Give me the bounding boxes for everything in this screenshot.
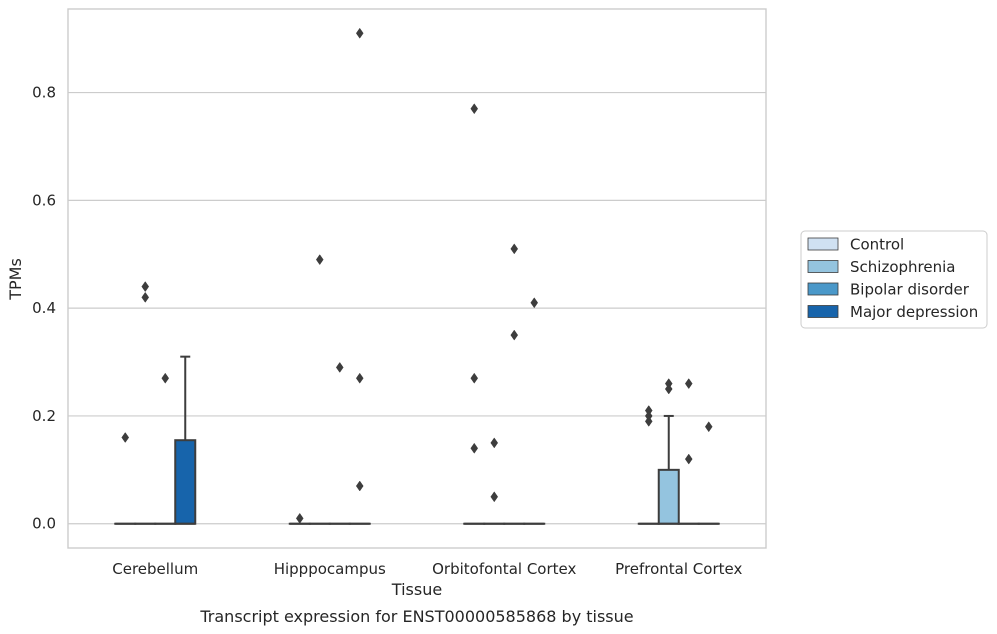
box-group xyxy=(463,103,486,525)
gridlines xyxy=(68,91,766,525)
x-tick-label: Orbitofontal Cortex xyxy=(432,560,576,578)
legend-label: Major depression xyxy=(850,303,978,321)
box-group xyxy=(154,372,177,525)
box-plot-series xyxy=(114,27,720,525)
legend-label: Bipolar disorder xyxy=(850,281,970,299)
legend-entries: Control Schizophrenia Bipolar disorder Majo… xyxy=(807,236,978,321)
outlier-point xyxy=(141,281,150,293)
plot-area-border xyxy=(67,8,767,549)
y-tick-label: 0.6 xyxy=(32,191,56,209)
outlier-point xyxy=(355,27,364,39)
legend-swatch xyxy=(807,305,839,318)
outlier-point xyxy=(644,415,653,427)
box-group xyxy=(174,355,197,525)
y-tick-label: 0.2 xyxy=(32,407,56,425)
outlier-point xyxy=(470,372,479,384)
legend-swatch xyxy=(807,237,839,251)
plot-frame xyxy=(67,8,767,549)
x-axis-ticks: Cerebellum Hipppocampus Orbitofontal Corte… xyxy=(112,560,742,578)
outlier-point xyxy=(315,254,324,266)
box-group xyxy=(657,378,680,525)
outlier-point xyxy=(684,453,693,465)
box-group xyxy=(288,512,311,525)
box-group xyxy=(637,405,660,525)
outlier-point xyxy=(141,291,150,303)
box-group xyxy=(348,27,371,525)
box-group xyxy=(483,437,506,525)
outlier-point xyxy=(510,243,519,255)
box-group xyxy=(503,243,526,525)
outlier-point xyxy=(355,480,364,492)
box-group xyxy=(697,421,720,525)
box-group xyxy=(523,297,546,525)
chart-caption: Transcript expression for ENST0000058586… xyxy=(199,607,633,626)
outlier-point xyxy=(121,432,130,443)
box xyxy=(657,468,680,525)
outlier-point xyxy=(470,442,479,454)
outlier-point xyxy=(664,383,673,395)
legend-label: Schizophrenia xyxy=(850,258,955,276)
box-group xyxy=(677,378,700,525)
legend-frame xyxy=(800,230,988,329)
outlier-point xyxy=(490,491,499,503)
y-tick-label: 0.8 xyxy=(32,84,56,102)
outlier-point xyxy=(161,372,170,384)
outlier-point xyxy=(295,512,304,524)
legend-swatch xyxy=(807,282,839,296)
legend-swatch xyxy=(807,260,839,273)
y-tick-label: 0.4 xyxy=(32,299,56,317)
box-group xyxy=(308,254,331,525)
box xyxy=(174,439,197,525)
outlier-point xyxy=(530,297,539,309)
x-tick-label: Prefrontal Cortex xyxy=(615,560,742,578)
outlier-point xyxy=(704,421,713,433)
y-axis-label: TPMs xyxy=(6,258,25,301)
outlier-point xyxy=(490,437,499,449)
box-group xyxy=(114,432,137,525)
x-tick-label: Cerebellum xyxy=(112,560,198,578)
outlier-point xyxy=(335,361,344,373)
box-group xyxy=(328,361,351,525)
legend: Control Schizophrenia Bipolar disorder Majo… xyxy=(800,230,988,329)
y-tick-label: 0.0 xyxy=(32,515,56,533)
legend-label: Control xyxy=(850,236,904,254)
outlier-point xyxy=(510,329,519,341)
box-group xyxy=(134,281,157,525)
outlier-point xyxy=(470,103,479,115)
x-axis-label: Tissue xyxy=(391,580,442,599)
outlier-point xyxy=(684,378,693,390)
y-axis-ticks: 0.0 0.2 0.4 0.6 0.8 xyxy=(32,84,56,533)
x-tick-label: Hipppocampus xyxy=(274,560,386,578)
outlier-point xyxy=(355,372,364,384)
